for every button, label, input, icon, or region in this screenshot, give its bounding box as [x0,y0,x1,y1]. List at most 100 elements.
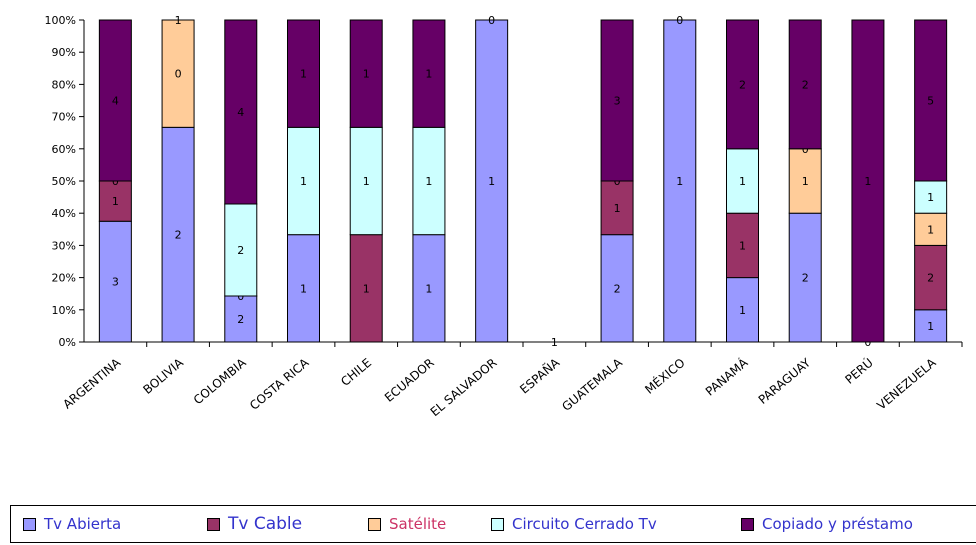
legend-label-tv-cable: Tv Cable [228,514,303,534]
data-label: 3 [112,276,119,289]
bar-segment [224,295,258,343]
category-label: PARAGUAY [756,355,814,407]
data-label: 2 [237,244,244,257]
data-label: 1 [112,195,119,208]
data-label: 1 [488,175,495,188]
bar-segment [98,220,132,343]
category-label: GUATEMALA [559,355,625,414]
data-label: 3 [614,95,621,108]
data-label: 4 [237,106,244,119]
y-tick-label: 10% [52,304,76,317]
data-label: 0 [175,68,182,81]
data-label: 2 [237,313,244,326]
bar-segment [914,244,948,311]
category-label: VENEZUELA [874,355,939,413]
y-tick-label: 20% [52,272,76,285]
y-tick-label: 90% [52,46,76,59]
data-label: 1 [739,304,746,317]
data-label: 1 [739,175,746,188]
bar-segment [224,19,258,205]
data-label: 2 [802,78,809,91]
data-label: 0 [488,14,495,27]
data-label: 1 [864,175,871,188]
legend-label-satelite: Satélite [389,515,447,533]
legend-swatch-satelite [368,517,381,531]
bar-segment [287,19,320,128]
data-label: 2 [739,78,746,91]
bar-segment [788,19,822,150]
category-label: MÉXICO [642,355,688,397]
y-tick-label: 50% [52,175,76,188]
legend-swatch-circuito-cerrado [491,517,504,531]
bar-segment [412,19,446,128]
bar-segment [914,309,948,343]
bar-segment [349,19,383,128]
bar-segment [851,19,885,343]
bar-segment [726,212,759,279]
bar-segment [600,19,634,182]
bar-segment [788,148,822,214]
y-tick-label: 30% [52,239,76,252]
bar-segment [726,19,759,150]
data-label: 1 [363,68,370,81]
legend-item-satelite: Satélite [368,515,447,533]
y-tick-label: 80% [52,78,76,91]
bar-segment [663,19,697,343]
category-label: CHILE [338,356,374,389]
data-label: 2 [927,272,934,285]
legend-item-tv-abierta: Tv Abierta [23,515,122,533]
data-label: 1 [927,320,934,333]
data-label: 1 [676,175,683,188]
category-label: ARGENTINA [60,355,124,412]
category-label: COLOMBIA [191,355,250,407]
category-label: COSTA RICA [247,355,312,413]
category-label: BOLIVIA [140,355,186,397]
data-label: 1 [363,175,370,188]
data-label: 1 [300,68,307,81]
data-label: 1 [614,202,621,215]
data-label: 1 [802,175,809,188]
legend-label-tv-abierta: Tv Abierta [44,515,122,533]
data-label: 2 [802,272,809,285]
data-label: 1 [175,14,182,27]
legend-swatch-tv-abierta [23,517,36,531]
data-label: 1 [425,175,432,188]
legend-label-copiado-prestamo: Copiado y préstamo [762,515,913,533]
data-label: 2 [175,229,182,242]
data-label: 1 [739,239,746,252]
y-tick-label: 70% [52,111,76,124]
data-label: 5 [927,95,934,108]
category-label: PERÚ [842,355,876,387]
data-label: 1 [300,175,307,188]
category-label: ECUADOR [382,356,437,405]
bar-segment [98,180,132,222]
bar-segment [914,212,948,246]
data-label: 1 [363,282,370,295]
bar-segment [914,19,948,182]
bar-segment [287,126,320,236]
data-label: 1 [300,282,307,295]
legend-swatch-tv-cable [207,517,220,531]
bar-segment [161,19,195,128]
bar-segment [726,277,759,343]
category-label: ESPAÑA [517,354,563,396]
data-label: 1 [425,282,432,295]
data-label: 1 [425,68,432,81]
legend-item-tv-cable: Tv Cable [207,514,303,534]
legend-item-circuito-cerrado: Circuito Cerrado Tv [491,515,657,533]
data-label: 2 [614,282,621,295]
bar-segment [98,19,132,182]
y-tick-label: 100% [45,14,76,27]
data-label: 4 [112,95,119,108]
data-label: 0 [676,14,683,27]
y-tick-label: 40% [52,207,76,220]
bar-segment [475,19,509,343]
legend-label-circuito-cerrado: Circuito Cerrado Tv [512,515,657,533]
bar-segment [161,126,195,343]
legend: Tv Abierta Tv Cable Satélite Circuito Ce… [10,505,976,543]
y-tick-label: 60% [52,143,76,156]
bar-segment [412,126,446,236]
category-label: PANAMÁ [702,354,751,398]
data-label: 1 [551,336,558,349]
stacked-bar-chart: 0% 10% 20% 30% 40% 50% 60% 70% 80% 90% 100% 3 1 0 4 ARG… [45,14,963,419]
